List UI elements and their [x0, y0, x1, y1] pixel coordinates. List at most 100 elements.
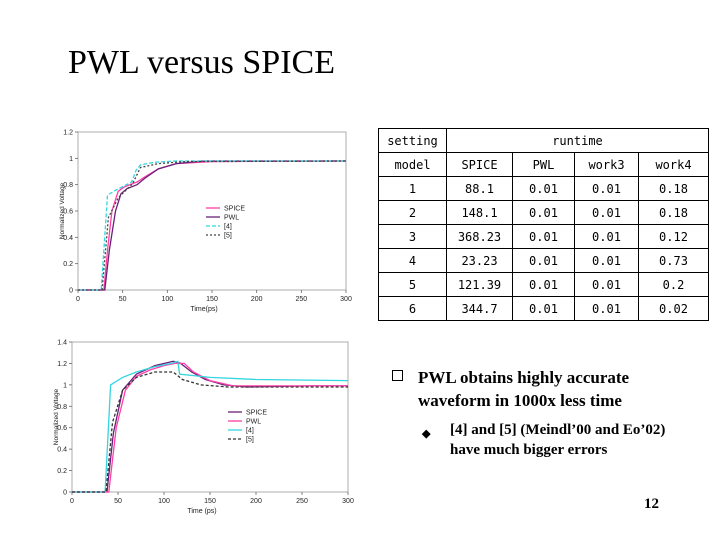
header-pwl: PWL — [512, 152, 575, 177]
table-cell: 148.1 — [446, 200, 513, 225]
x-tick-label: 0 — [76, 296, 80, 303]
x-tick-label: 300 — [340, 296, 352, 303]
y-tick-label: 0.8 — [57, 404, 67, 411]
chart-bottom: 0 0.2 0.4 0.6 0.8 1 1.2 1.4 0 50 100 150 200 250 300 Ti… — [52, 334, 358, 520]
legend-label: SPICE — [246, 410, 267, 417]
bullet-text: PWL obtains highly accurate waveform in … — [418, 368, 630, 410]
table-cell: 6 — [378, 296, 447, 321]
x-tick-label: 100 — [158, 498, 170, 505]
header-work4: work4 — [638, 152, 709, 177]
bullet-list: PWL obtains highly accurate waveform in … — [392, 366, 692, 460]
y-tick-label: 0.4 — [63, 235, 73, 242]
table-cell: 0.2 — [638, 272, 709, 297]
table-cell: 0.01 — [574, 224, 639, 249]
plot-area — [77, 131, 347, 291]
x-tick-label: 100 — [161, 296, 173, 303]
table-cell: 88.1 — [446, 176, 513, 201]
table-cell: 1 — [378, 176, 447, 201]
x-tick-label: 250 — [296, 498, 308, 505]
y-tick-label: 0.8 — [63, 182, 73, 189]
sub-bullet-item: ◆ [4] and [5] (Meindl’00 and Eo’02) have… — [392, 420, 692, 460]
series-line — [78, 160, 346, 291]
table-cell: 368.23 — [446, 224, 513, 249]
bullet-item: PWL obtains highly accurate waveform in … — [392, 366, 692, 412]
table-row: 3 368.23 0.01 0.01 0.12 — [378, 224, 709, 249]
legend-label: [5] — [246, 437, 254, 444]
legend-label: PWL — [224, 215, 239, 222]
slide-title: PWL versus SPICE — [68, 44, 335, 81]
y-tick-label: 0 — [69, 288, 73, 295]
table-cell: 0.01 — [574, 296, 639, 321]
x-tick-label: 200 — [251, 296, 263, 303]
chart-top: 0 0.2 0.4 0.6 0.8 1 1.2 0 50 100 150 200 250 300 Time(… — [58, 126, 354, 316]
table-cell: 0.01 — [512, 224, 575, 249]
table-row: 1 88.1 0.01 0.01 0.18 — [378, 176, 709, 201]
x-tick-label: 50 — [119, 296, 127, 303]
table-cell: 0.18 — [638, 176, 709, 201]
table-row: 2 148.1 0.01 0.01 0.18 — [378, 200, 709, 225]
y-tick-label: 0 — [63, 490, 67, 497]
series-line — [72, 371, 348, 493]
x-axis-label: Time(ps) — [190, 306, 217, 313]
sub-bullet-text: [4] and [5] (Meindl’00 and Eo’02) have m… — [450, 422, 666, 458]
table-cell: 0.01 — [512, 176, 575, 201]
table-cell: 23.23 — [446, 248, 513, 273]
x-axis-label: Time (ps) — [187, 508, 216, 515]
table-cell: 4 — [378, 248, 447, 273]
table-cell: 0.01 — [574, 176, 639, 201]
x-tick-label: 50 — [114, 498, 122, 505]
legend-label: SPICE — [224, 206, 245, 213]
table-cell: 0.73 — [638, 248, 709, 273]
plot-area — [71, 341, 349, 493]
x-tick-label: 150 — [204, 498, 216, 505]
table-cell: 0.01 — [574, 200, 639, 225]
table-cell: 3 — [378, 224, 447, 249]
table-row: 4 23.23 0.01 0.01 0.73 — [378, 248, 709, 273]
y-tick-label: 1.2 — [63, 130, 73, 137]
y-tick-label: 0.6 — [57, 425, 67, 432]
table-subheader-row: model SPICE PWL work3 work4 — [378, 152, 709, 177]
legend-label: [4] — [224, 224, 232, 231]
legend-label: [4] — [246, 428, 254, 435]
x-tick-label: 150 — [206, 296, 218, 303]
table-cell: 0.01 — [512, 272, 575, 297]
page-number: 12 — [644, 496, 659, 512]
series-line — [72, 360, 349, 493]
table-cell: 344.7 — [446, 296, 513, 321]
table-row: 5 121.39 0.01 0.01 0.2 — [378, 272, 709, 297]
table-cell: 2 — [378, 200, 447, 225]
legend-label: [5] — [224, 233, 232, 240]
x-tick-label: 300 — [342, 498, 354, 505]
series-line — [72, 362, 348, 493]
table-cell: 5 — [378, 272, 447, 297]
header-setting: setting — [378, 128, 447, 153]
table-cell: 0.01 — [512, 200, 575, 225]
table-cell: 0.18 — [638, 200, 709, 225]
header-spice: SPICE — [446, 152, 513, 177]
header-work3: work3 — [574, 152, 639, 177]
y-tick-label: 0.4 — [57, 447, 67, 454]
table-row: 6 344.7 0.01 0.01 0.02 — [378, 296, 709, 321]
table-cell: 0.01 — [574, 272, 639, 297]
y-tick-label: 1 — [69, 156, 73, 163]
y-tick-label: 1.4 — [57, 340, 67, 347]
y-tick-label: 1.2 — [57, 361, 67, 368]
table-cell: 0.12 — [638, 224, 709, 249]
square-bullet-icon — [392, 370, 403, 381]
x-tick-label: 0 — [70, 498, 74, 505]
table-cell: 0.01 — [512, 248, 575, 273]
x-tick-label: 250 — [295, 296, 307, 303]
y-axis-label: Normalized Voltage — [59, 182, 66, 239]
header-model: model — [378, 152, 447, 177]
legend-label: PWL — [246, 419, 261, 426]
y-tick-label: 0.6 — [63, 209, 73, 216]
y-tick-label: 1 — [63, 382, 67, 389]
y-tick-label: 0.2 — [57, 468, 67, 475]
y-axis-label: Normalized Voltage — [53, 388, 60, 445]
series-line — [78, 160, 347, 291]
table-cell: 0.01 — [574, 248, 639, 273]
table-cell: 121.39 — [446, 272, 513, 297]
x-tick-label: 200 — [250, 498, 262, 505]
table-cell: 0.01 — [512, 296, 575, 321]
y-tick-label: 0.2 — [63, 261, 73, 268]
